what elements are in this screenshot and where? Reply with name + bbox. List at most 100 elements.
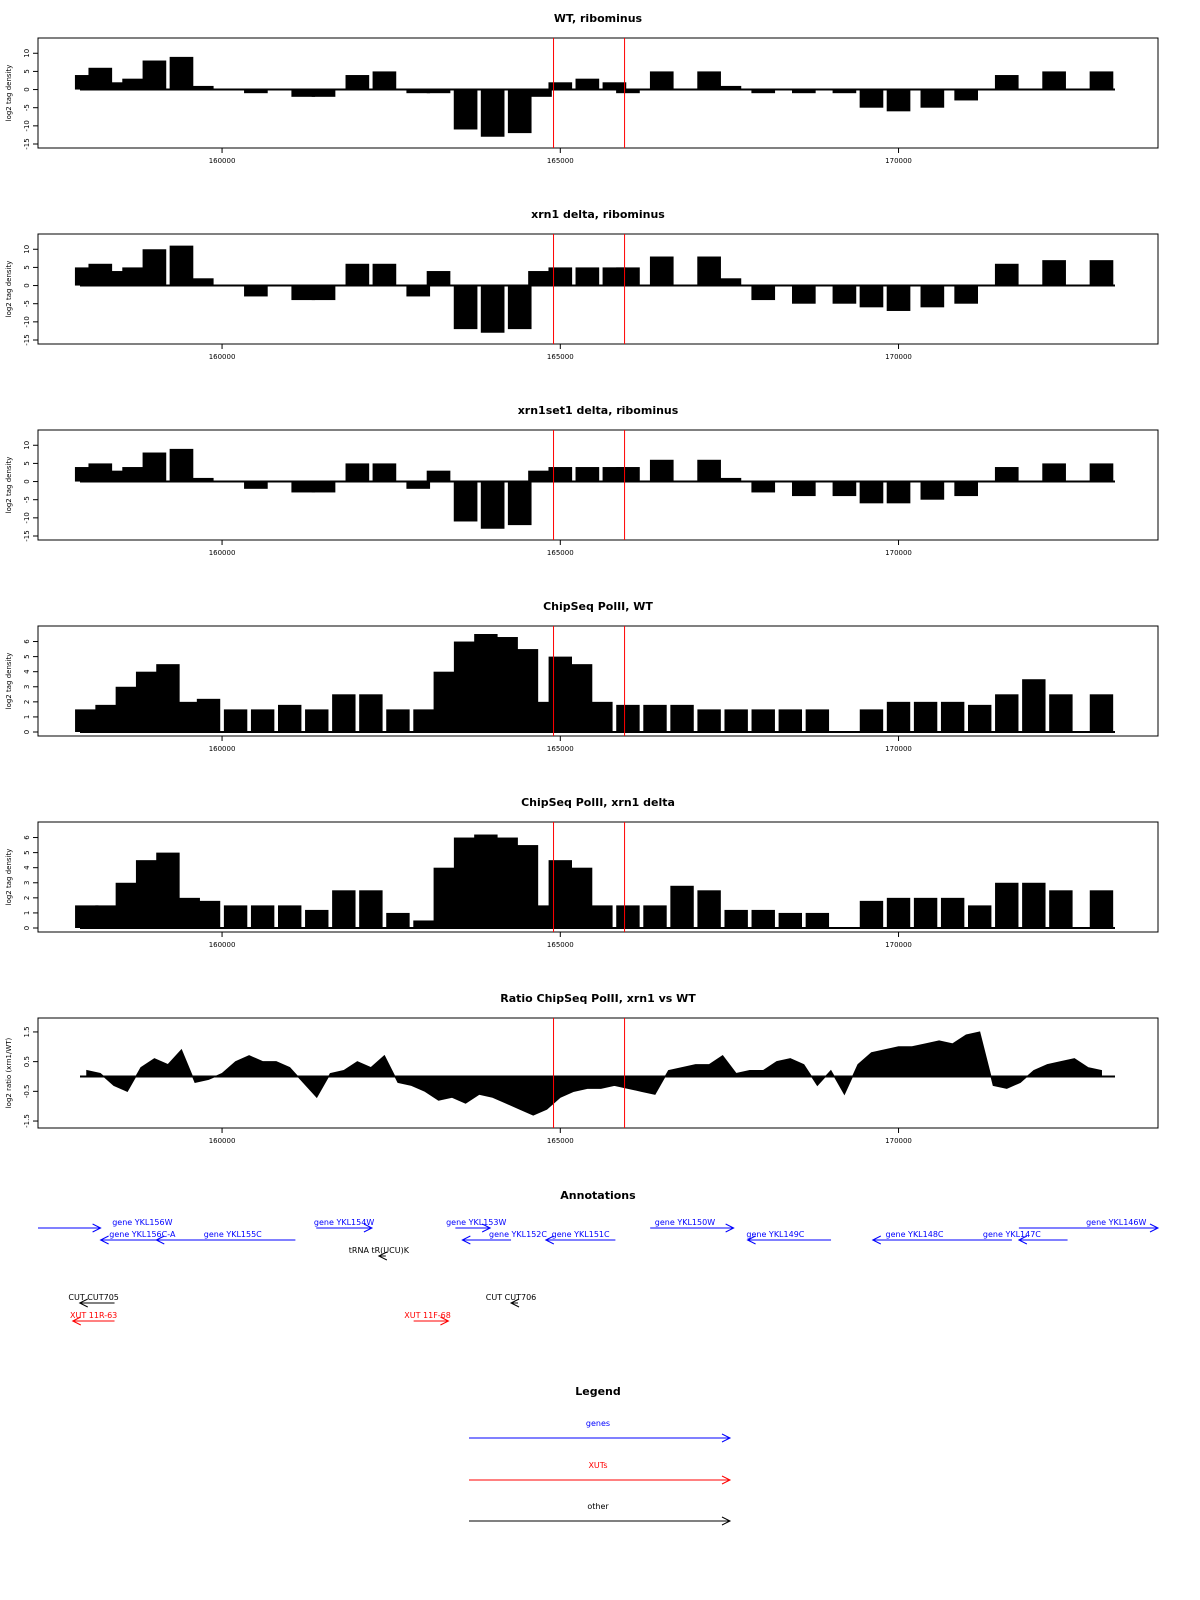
y-tick-label: 5 <box>23 461 31 465</box>
bar <box>548 467 573 482</box>
x-tick-label: 165000 <box>547 353 574 361</box>
bar <box>913 897 938 928</box>
bar <box>920 481 945 500</box>
legend-label: genes <box>586 1419 610 1428</box>
annotation-arrowhead <box>1017 1235 1028 1245</box>
bar <box>386 709 410 732</box>
bar <box>406 481 431 489</box>
annotation-label: gene YKL150W <box>655 1218 715 1227</box>
bar <box>791 481 816 497</box>
chart-title: ChipSeq PolII, WT <box>543 600 653 613</box>
bar <box>115 686 140 732</box>
bar <box>453 837 478 928</box>
bar <box>670 704 694 732</box>
bar <box>453 285 478 330</box>
plot-frame <box>37 429 1159 541</box>
bar <box>832 481 857 497</box>
plot-frame <box>37 1017 1159 1129</box>
annotation-label: gene YKL156C-A <box>109 1230 176 1239</box>
bar <box>345 463 370 482</box>
chart-panel: xrn1 delta, ribominus log2 tag density -15… <box>5 208 1159 361</box>
annotation-arrowhead <box>509 1298 520 1308</box>
chart-panel: Ratio ChipSeq PolII, xrn1 vs WT log2 rati… <box>5 992 1159 1145</box>
x-tick-label: 165000 <box>547 157 574 165</box>
bar <box>372 463 397 482</box>
bar <box>791 285 816 304</box>
bar <box>568 867 593 928</box>
y-tick-label: 0 <box>23 479 31 483</box>
bar <box>156 664 180 732</box>
bar <box>426 89 451 94</box>
bar <box>494 837 518 928</box>
bar <box>278 704 302 732</box>
y-tick-label: 10 <box>23 245 31 254</box>
y-tick-label: 0 <box>23 926 31 930</box>
y-tick-label: 3 <box>23 685 31 689</box>
bar <box>886 701 911 732</box>
bar <box>413 920 437 928</box>
bar <box>176 701 200 732</box>
annotations-panel: Annotations gene YKL156W gene YKL156C-A gen… <box>38 1189 1160 1326</box>
bar <box>697 256 721 286</box>
bar <box>528 89 552 97</box>
bar <box>433 867 457 928</box>
annotation-arrowhead <box>92 1223 102 1233</box>
y-tick-label: 0 <box>23 87 31 91</box>
x-tick-label: 170000 <box>885 941 912 949</box>
bar <box>717 278 742 286</box>
bar <box>223 709 248 732</box>
annotation-label: CUT CUT705 <box>68 1293 118 1302</box>
bar <box>142 452 167 482</box>
y-tick-label: 1.5 <box>23 1026 31 1037</box>
bar <box>507 481 532 526</box>
bar <box>169 245 194 286</box>
bar <box>791 89 816 94</box>
bar <box>426 470 451 482</box>
bar <box>859 709 884 732</box>
y-tick-label: -1.5 <box>23 1114 31 1128</box>
bar <box>101 82 126 90</box>
bar <box>589 701 613 732</box>
plot-frame <box>37 625 1159 737</box>
bar <box>189 85 214 90</box>
bar <box>1022 882 1046 928</box>
bar <box>196 900 221 928</box>
bar <box>1089 694 1114 732</box>
bar <box>359 890 383 928</box>
bar <box>386 912 410 928</box>
bar <box>717 85 742 90</box>
bar <box>244 481 268 489</box>
x-tick-label: 160000 <box>209 1137 236 1145</box>
plot-frame <box>37 821 1159 933</box>
annotation-arrowhead <box>363 1223 374 1233</box>
bar <box>940 701 965 732</box>
bar <box>548 82 573 90</box>
annotation-label: gene YKL154W <box>314 1218 374 1227</box>
bar <box>176 897 200 928</box>
bar <box>670 885 694 928</box>
legend-panel: Legend genes XUTs other <box>469 1385 732 1526</box>
y-tick-label: 2 <box>23 896 31 900</box>
y-tick-label: 6 <box>23 835 31 840</box>
bar <box>1042 71 1066 90</box>
bar <box>311 89 336 97</box>
bar <box>920 89 945 108</box>
bar <box>291 481 316 493</box>
bar <box>994 75 1019 90</box>
bar <box>1049 694 1073 732</box>
bar <box>474 634 498 732</box>
annotation-label: gene YKL148C <box>886 1230 944 1239</box>
x-tick-label: 165000 <box>547 1137 574 1145</box>
bar <box>453 641 478 732</box>
bar <box>697 709 721 732</box>
annotation-label: gene YKL149C <box>746 1230 804 1239</box>
y-axis-label: log2 tag density <box>5 261 13 318</box>
bar <box>453 481 478 522</box>
bar <box>568 664 593 732</box>
bar <box>372 263 397 286</box>
bar <box>1089 71 1114 90</box>
bar <box>751 481 776 493</box>
bar <box>954 481 979 497</box>
bar <box>115 882 140 928</box>
legend-label: other <box>587 1502 609 1511</box>
